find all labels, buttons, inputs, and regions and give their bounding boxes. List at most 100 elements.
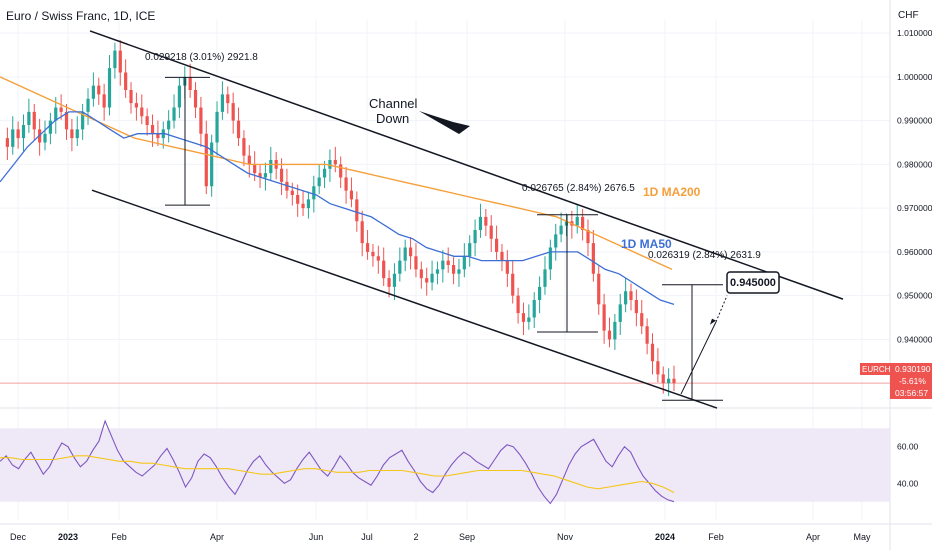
candle-body bbox=[199, 107, 203, 134]
candle-body bbox=[575, 216, 579, 226]
candle-body bbox=[645, 326, 649, 344]
candle-body bbox=[618, 304, 622, 322]
candle-body bbox=[355, 199, 359, 222]
candle-body bbox=[118, 50, 122, 73]
candle-body bbox=[236, 120, 241, 139]
candle-body bbox=[269, 160, 273, 174]
candle-body bbox=[591, 243, 595, 274]
candle-body bbox=[204, 133, 208, 187]
candle-body bbox=[124, 72, 128, 90]
candle-body bbox=[97, 85, 101, 95]
candle-body bbox=[629, 291, 633, 300]
candle-body bbox=[344, 177, 348, 191]
candle-body bbox=[650, 343, 655, 362]
rsi-tick-label: 40.00 bbox=[897, 478, 919, 488]
candle-body bbox=[312, 186, 316, 200]
y-tick-label: 0.950000 bbox=[897, 291, 932, 301]
candle-body bbox=[306, 199, 311, 209]
candle-body bbox=[59, 107, 63, 112]
candle-body bbox=[532, 300, 536, 318]
candle-body bbox=[564, 221, 569, 226]
x-tick-label: Feb bbox=[708, 532, 724, 542]
candle-body bbox=[16, 129, 20, 139]
y-tick-label: 1.010000 bbox=[897, 28, 932, 38]
candle-body bbox=[328, 160, 332, 169]
candle-body bbox=[489, 225, 493, 239]
candle-body bbox=[301, 203, 305, 209]
candle-body bbox=[360, 221, 364, 244]
candle-body bbox=[54, 107, 58, 121]
y-tick-label: 0.970000 bbox=[897, 203, 932, 213]
currency-label: CHF bbox=[898, 10, 919, 21]
candle-body bbox=[220, 94, 225, 112]
candle-body bbox=[290, 190, 294, 195]
x-tick-label: 2023 bbox=[58, 532, 78, 542]
candle-body bbox=[81, 111, 85, 130]
candle-body bbox=[607, 330, 612, 340]
candle-body bbox=[247, 155, 251, 165]
candle-body bbox=[667, 378, 671, 384]
price-tag-detail bbox=[890, 363, 932, 399]
rsi-tick-label: 60.00 bbox=[897, 442, 919, 452]
price-tag-price: 0.930190 bbox=[895, 364, 931, 374]
candle-body bbox=[349, 190, 354, 200]
candle-body bbox=[602, 304, 606, 331]
candle-body bbox=[511, 273, 515, 296]
candle-body bbox=[435, 269, 440, 274]
x-tick-label: Dec bbox=[10, 532, 27, 542]
x-tick-label: Sep bbox=[459, 532, 475, 542]
y-tick-label: 0.940000 bbox=[897, 334, 932, 344]
x-tick-label: 2 bbox=[413, 532, 418, 542]
target-arrow-link bbox=[715, 295, 728, 323]
ma200-label: 1D MA200 bbox=[643, 185, 701, 199]
candle-body bbox=[392, 273, 397, 287]
candle-body bbox=[656, 361, 660, 375]
price-layer bbox=[5, 40, 676, 397]
candle-body bbox=[538, 286, 542, 300]
symbol-title: Euro / Swiss Franc, 1D, ICE bbox=[6, 9, 156, 23]
x-tick-label: Apr bbox=[210, 532, 224, 542]
candle-body bbox=[150, 125, 155, 134]
candle-body bbox=[43, 133, 47, 143]
x-tick-label: Nov bbox=[557, 532, 574, 542]
candle-body bbox=[559, 225, 563, 235]
ma50-label: 1D MA50 bbox=[621, 237, 672, 251]
candle-body bbox=[296, 195, 300, 204]
candle-body bbox=[322, 168, 327, 178]
candle-body bbox=[500, 251, 504, 261]
candle-body bbox=[242, 138, 246, 156]
rsi-band bbox=[0, 428, 890, 502]
candle-body bbox=[70, 129, 74, 139]
candle-body bbox=[102, 94, 106, 108]
candle-body bbox=[32, 111, 36, 130]
candle-body bbox=[613, 321, 617, 340]
candle-body bbox=[430, 273, 434, 283]
candle-body bbox=[376, 256, 380, 261]
candle-body bbox=[177, 85, 182, 108]
candle-body bbox=[473, 230, 477, 244]
y-tick-label: 1.000000 bbox=[897, 72, 932, 82]
candle-body bbox=[441, 260, 445, 270]
candle-body bbox=[543, 269, 547, 287]
y-tick-label: 0.960000 bbox=[897, 247, 932, 257]
candle-body bbox=[113, 50, 117, 69]
candle-body bbox=[333, 160, 337, 165]
candle-body bbox=[468, 243, 472, 257]
candle-body bbox=[253, 164, 257, 174]
candle-body bbox=[634, 300, 638, 314]
candle-body bbox=[172, 107, 176, 121]
channel-upper-line bbox=[89, 30, 844, 300]
drop-label-2: 0.026765 (2.84%) 2676.5 bbox=[522, 183, 635, 194]
y-tick-label: 0.980000 bbox=[897, 159, 932, 169]
candle-body bbox=[624, 291, 628, 305]
candle-body bbox=[156, 133, 160, 139]
drop-label-1: 0.029218 (3.01%) 2921.8 bbox=[145, 52, 258, 63]
x-tick-label: 2024 bbox=[655, 532, 675, 542]
candle-body bbox=[408, 247, 413, 257]
candle-body bbox=[258, 173, 262, 178]
candle-body bbox=[231, 103, 235, 121]
candle-body bbox=[226, 94, 230, 104]
candle-body bbox=[425, 278, 429, 283]
candle-body bbox=[478, 216, 483, 230]
